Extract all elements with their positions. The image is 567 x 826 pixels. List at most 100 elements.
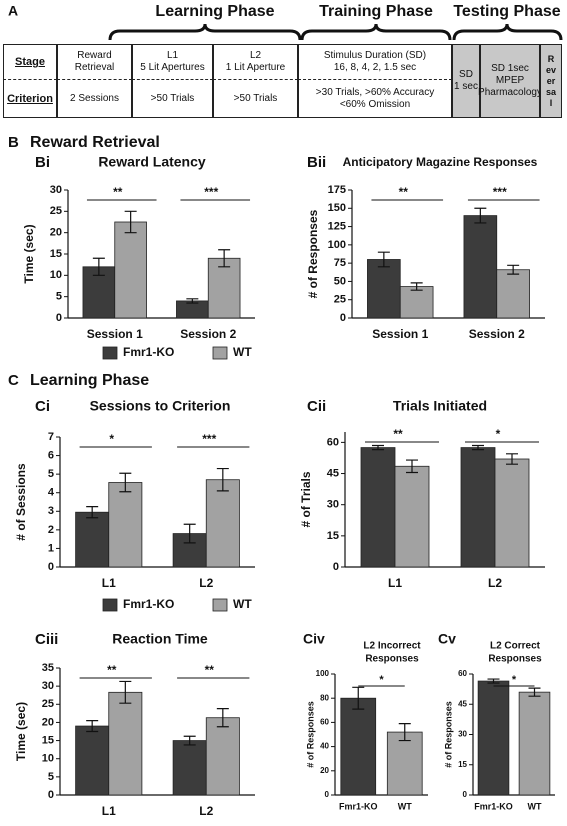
y-tick-label: 1 bbox=[48, 542, 54, 554]
chart-title: Reaction Time bbox=[112, 631, 208, 647]
chart-title: L2 Correct bbox=[490, 641, 541, 652]
cell-text: 2 Sessions bbox=[70, 92, 119, 104]
cell-text: Pharmacology bbox=[478, 87, 542, 98]
x-tick-label: WT bbox=[398, 801, 412, 811]
cell-text: 1 sec bbox=[454, 81, 478, 92]
y-tick-label: 60 bbox=[458, 669, 467, 678]
bar bbox=[114, 221, 147, 319]
table-cell: L1 5 Lit Apertures bbox=[132, 44, 213, 80]
bar bbox=[75, 511, 110, 568]
cell-text: Retrieval bbox=[74, 62, 115, 73]
y-tick-label: 60 bbox=[320, 718, 329, 727]
legend-swatch bbox=[212, 346, 228, 360]
cell-text: >30 Trials, >60% Accuracy bbox=[315, 86, 435, 98]
y-tick-label: 4 bbox=[48, 487, 55, 499]
error-bar bbox=[372, 444, 384, 451]
y-tick-label: 15 bbox=[42, 734, 54, 746]
bar bbox=[205, 717, 240, 796]
y-axis-label: # of Responses bbox=[443, 701, 453, 768]
section-title: Reward Retrieval bbox=[30, 134, 160, 151]
x-tick-label: L1 bbox=[102, 576, 116, 590]
x-tick-label: Session 2 bbox=[180, 327, 236, 341]
row-label-text: Stage bbox=[15, 56, 45, 68]
y-tick-label: 80 bbox=[320, 693, 329, 702]
y-tick-label: 3 bbox=[48, 505, 54, 517]
x-tick-label: L1 bbox=[388, 576, 402, 590]
significance-label: ** bbox=[107, 663, 117, 677]
brace bbox=[108, 23, 302, 41]
y-axis-label: # of Responses bbox=[305, 701, 315, 768]
y-tick-label: 100 bbox=[328, 239, 346, 251]
significance-label: * bbox=[379, 674, 384, 686]
chart-title: Trials Initiated bbox=[393, 398, 487, 414]
legend-swatch bbox=[102, 346, 118, 360]
y-axis-label: # of Responses bbox=[306, 209, 320, 298]
error-bar bbox=[86, 506, 99, 519]
error-bar bbox=[216, 467, 229, 492]
bar bbox=[172, 740, 207, 796]
bar bbox=[360, 447, 396, 568]
y-tick-label: 45 bbox=[458, 699, 467, 708]
chart-title: Sessions to Criterion bbox=[90, 398, 231, 414]
y-tick-label: 0 bbox=[333, 561, 339, 573]
cell-text: <60% Omission bbox=[339, 98, 411, 110]
y-tick-label: 20 bbox=[320, 766, 329, 775]
panel-label: A bbox=[8, 3, 18, 19]
cell-text: Reward bbox=[77, 50, 112, 61]
error-bar bbox=[472, 444, 484, 451]
bar bbox=[205, 479, 240, 568]
testing-cell: Reversal bbox=[540, 44, 562, 118]
section-title: Learning Phase bbox=[30, 372, 149, 389]
y-tick-label: 175 bbox=[328, 184, 346, 196]
y-tick-label: 10 bbox=[42, 753, 54, 765]
significance-label: *** bbox=[493, 185, 507, 199]
y-axis-label: # of Trials bbox=[299, 471, 313, 527]
error-bar bbox=[487, 678, 500, 684]
y-tick-label: 45 bbox=[327, 467, 339, 479]
error-bar bbox=[119, 472, 132, 493]
table-cell: Stimulus Duration (SD) 16, 8, 4, 2, 1.5 s… bbox=[298, 44, 452, 80]
section-label: C bbox=[8, 372, 19, 389]
error-bar bbox=[377, 251, 390, 268]
bar bbox=[386, 731, 423, 796]
bar bbox=[75, 725, 110, 796]
chart-title: Responses bbox=[488, 654, 542, 665]
y-tick-label: 7 bbox=[48, 431, 54, 443]
bar bbox=[496, 269, 530, 319]
section-label: B bbox=[8, 134, 19, 151]
cell-text: Reversal bbox=[546, 53, 557, 108]
error-bar bbox=[506, 453, 518, 465]
phase-title: Testing Phase bbox=[453, 3, 560, 20]
error-bar bbox=[124, 210, 137, 234]
cell-text: SD bbox=[459, 69, 473, 80]
y-tick-label: 0 bbox=[56, 312, 62, 324]
bar bbox=[477, 680, 510, 796]
y-tick-label: 60 bbox=[327, 436, 339, 448]
bar bbox=[367, 259, 401, 319]
brace bbox=[300, 23, 452, 41]
y-tick-label: 2 bbox=[48, 524, 54, 536]
testing-cell: SD 1sec MPEP Pharmacology bbox=[478, 44, 542, 118]
bar bbox=[108, 691, 143, 796]
bar bbox=[463, 215, 498, 319]
error-bar bbox=[216, 708, 229, 728]
table-cell: >50 Trials bbox=[213, 80, 298, 118]
y-tick-label: 5 bbox=[48, 771, 54, 783]
legend-label: Fmr1-KO bbox=[123, 345, 174, 359]
row-label: Criterion bbox=[3, 80, 57, 118]
significance-label: ** bbox=[399, 185, 409, 199]
x-tick-label: L2 bbox=[488, 576, 502, 590]
error-bar bbox=[528, 687, 541, 697]
cell-text: L1 bbox=[166, 50, 179, 61]
y-tick-label: 125 bbox=[328, 220, 346, 232]
cell-text: MPEP bbox=[495, 75, 525, 86]
testing-cell: SD 1 sec bbox=[452, 44, 480, 118]
table-cell: Reward Retrieval bbox=[57, 44, 132, 80]
chart-title: Reward Latency bbox=[98, 154, 206, 170]
panel-label: Ciii bbox=[35, 631, 58, 648]
x-tick-label: L2 bbox=[199, 576, 213, 590]
phase-title: Training Phase bbox=[319, 3, 433, 20]
error-bar bbox=[507, 264, 520, 275]
y-tick-label: 10 bbox=[50, 269, 62, 281]
x-tick-label: WT bbox=[528, 801, 542, 811]
